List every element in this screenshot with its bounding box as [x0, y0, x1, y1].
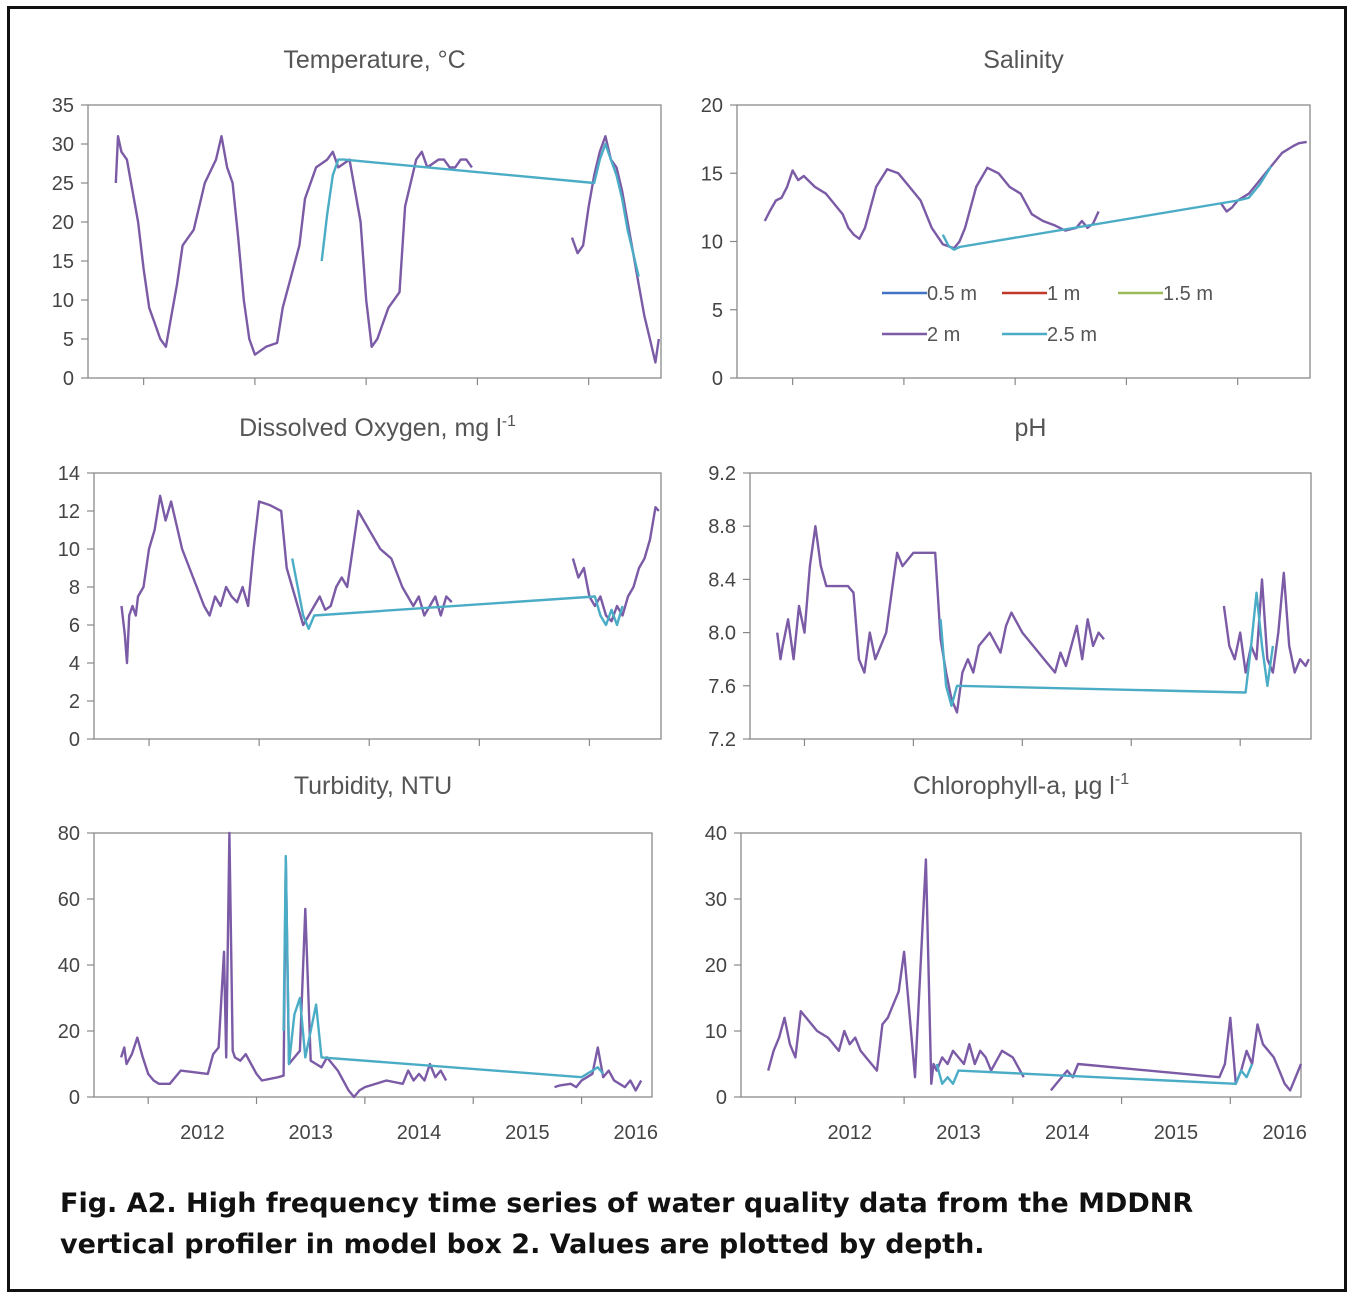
y-tick-label: 5 [712, 300, 723, 322]
y-tick-label: 20 [52, 212, 74, 234]
y-tick-label: 14 [58, 463, 80, 485]
dissolved-oxygen-chart: Dissolved Oxygen, mg l-1 0 2 4 6 8 10 12 14 [58, 413, 662, 751]
y-tick-label: 10 [705, 1021, 727, 1043]
x-tick-label: 2012 [180, 1122, 225, 1144]
y-tick-label: 35 [52, 95, 74, 117]
x-tick-label: 2015 [505, 1122, 550, 1144]
y-tick-label: 30 [52, 134, 74, 156]
chart-title: Temperature, °C [283, 46, 465, 74]
y-tick-label: 4 [69, 653, 80, 675]
y-tick-label: 15 [52, 251, 74, 273]
series-line-2m [776, 524, 1105, 714]
chlorophyll-panel: Chlorophyll-a, µg l-1 0 10 20 30 40 2012 2013 20… [677, 760, 1354, 1160]
temperature-panel: Temperature, °C 0 5 10 15 20 25 30 35 [0, 30, 677, 400]
y-tick-label: 15 [701, 163, 723, 185]
plot-area [736, 104, 1311, 379]
y-tick-label: 10 [58, 539, 80, 561]
y-tick-label: 20 [701, 95, 723, 117]
series-line-25m [282, 854, 605, 1079]
x-tick-label: 2014 [397, 1122, 442, 1144]
ph-panel: pH 7.2 7.6 8.0 8.4 8.8 9.2 [677, 400, 1354, 760]
y-tick-label: 7.2 [708, 729, 736, 751]
salinity-panel: Salinity 0 5 10 15 20 0.5 m 1 m 1.5 m 2 m 2.5 m [677, 30, 1354, 400]
chart-title: Chlorophyll-a, µg l-1 [913, 771, 1129, 800]
plot-area [87, 104, 662, 379]
y-tick-label: 12 [58, 501, 80, 523]
series-line-2m [1222, 571, 1310, 674]
series-line-2m [114, 134, 473, 356]
turbidity-panel: Turbidity, NTU 0 20 40 60 80 2012 2013 2014 2015 2… [0, 760, 677, 1160]
y-tick-label: 0 [712, 368, 723, 390]
x-tick-label: 2016 [613, 1122, 658, 1144]
series-line-25m [320, 142, 640, 277]
y-tick-label: 6 [69, 615, 80, 637]
chart-title: Salinity [983, 46, 1064, 74]
x-tick-label: 2016 [1262, 1122, 1307, 1144]
y-tick-label: 8.8 [708, 516, 736, 538]
series-line-25m [935, 1063, 1254, 1085]
x-tick-label: 2012 [827, 1122, 872, 1144]
y-tick-label: 5 [63, 329, 74, 351]
y-tick-label: 60 [58, 889, 80, 911]
y-tick-label: 20 [705, 955, 727, 977]
series-line-2m [120, 494, 453, 665]
y-tick-label: 8.4 [708, 569, 736, 591]
legend-label: 2 m [927, 324, 960, 346]
ph-chart: pH 7.2 7.6 8.0 8.4 8.8 9.2 [708, 414, 1312, 751]
series-line-2m [1049, 1016, 1303, 1092]
x-tick-label: 2014 [1045, 1122, 1090, 1144]
series-line-2m [763, 166, 1100, 250]
plot-area [93, 832, 653, 1098]
figure-frame [7, 6, 1347, 1292]
salinity-chart: Salinity 0 5 10 15 20 0.5 m 1 m 1.5 m 2 m 2.5 m [701, 46, 1311, 390]
x-tick-label: 2015 [1154, 1122, 1199, 1144]
chlorophyll-chart: Chlorophyll-a, µg l-1 0 10 20 30 40 2012 2013 20… [705, 771, 1307, 1144]
plot-area [749, 472, 1312, 740]
x-tick-label: 2013 [288, 1122, 333, 1144]
plot-area [93, 472, 662, 740]
y-tick-label: 20 [58, 1021, 80, 1043]
legend-label: 2.5 m [1047, 324, 1097, 346]
y-tick-label: 7.6 [708, 676, 736, 698]
y-tick-label: 0 [63, 368, 74, 390]
series-line-25m [939, 591, 1275, 707]
y-tick-label: 40 [58, 955, 80, 977]
series-line-2m [1220, 140, 1307, 213]
y-tick-label: 0 [69, 1087, 80, 1109]
series-line-2m [571, 505, 660, 623]
dissolved-oxygen-panel: Dissolved Oxygen, mg l-1 0 2 4 6 8 10 12 14 [0, 400, 677, 760]
chart-title: pH [1015, 414, 1047, 442]
y-tick-label: 8.0 [708, 623, 736, 645]
series-line-2m [554, 1046, 643, 1092]
y-tick-label: 30 [705, 889, 727, 911]
x-tick-label: 2013 [936, 1122, 981, 1144]
legend-label: 1.5 m [1163, 283, 1213, 305]
series-line-25m [941, 165, 1273, 251]
y-tick-label: 25 [52, 173, 74, 195]
series-line-25m [291, 558, 624, 631]
y-tick-label: 0 [69, 729, 80, 751]
series-line-2m [767, 858, 1025, 1085]
chart-title: Turbidity, NTU [294, 772, 452, 800]
turbidity-chart: Turbidity, NTU 0 20 40 60 80 2012 2013 2014 2015 2… [58, 772, 658, 1144]
figure-caption: Fig. A2. High frequency time series of w… [60, 1188, 1194, 1260]
y-tick-label: 0 [716, 1087, 727, 1109]
chart-title: Dissolved Oxygen, mg l-1 [239, 413, 516, 442]
legend-label: 0.5 m [927, 283, 977, 305]
y-tick-label: 40 [705, 823, 727, 845]
y-tick-label: 10 [52, 290, 74, 312]
y-tick-label: 80 [58, 823, 80, 845]
series-line-2m [570, 134, 660, 364]
y-tick-label: 10 [701, 232, 723, 254]
y-tick-label: 2 [69, 691, 80, 713]
y-tick-label: 8 [69, 577, 80, 599]
legend-label: 1 m [1047, 283, 1080, 305]
y-tick-label: 9.2 [708, 463, 736, 485]
temperature-chart: Temperature, °C 0 5 10 15 20 25 30 35 [52, 46, 662, 390]
plot-area [740, 832, 1302, 1098]
